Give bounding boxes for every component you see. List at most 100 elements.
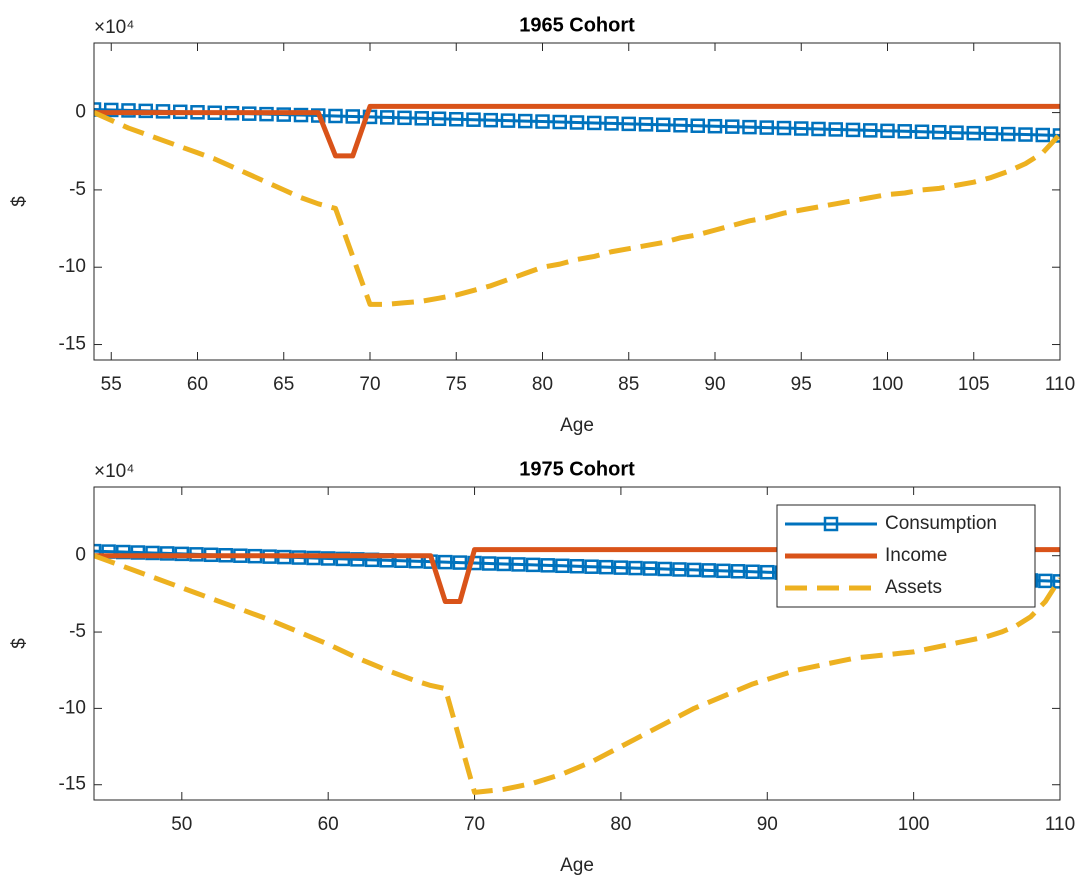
marker xyxy=(949,125,964,140)
marker xyxy=(932,124,947,140)
y-axis-label: $ xyxy=(9,638,30,649)
marker xyxy=(983,126,999,141)
marker xyxy=(555,558,570,574)
marker xyxy=(452,555,468,570)
marker xyxy=(569,558,585,574)
y-tick-label: 0 xyxy=(75,102,86,123)
marker xyxy=(760,564,775,580)
x-tick-label: 90 xyxy=(757,814,778,835)
marker xyxy=(414,111,429,126)
marker xyxy=(145,545,160,561)
chart-title: 1975 Cohort xyxy=(519,458,635,480)
y-tick-label: -15 xyxy=(59,774,86,795)
marker xyxy=(328,108,343,124)
marker xyxy=(673,118,688,133)
marker xyxy=(1001,126,1016,142)
legend-label: Consumption xyxy=(885,513,997,534)
marker xyxy=(599,559,614,575)
x-axis-label: Age xyxy=(560,415,594,436)
marker xyxy=(672,562,687,577)
plot-area xyxy=(94,43,1060,360)
marker xyxy=(104,102,119,118)
x-tick-label: 70 xyxy=(464,814,485,835)
marker xyxy=(604,116,619,131)
marker xyxy=(397,110,412,126)
legend-marker xyxy=(823,516,839,532)
y-tick-label: 0 xyxy=(75,545,86,566)
marker xyxy=(466,112,481,127)
marker xyxy=(525,557,541,573)
marker xyxy=(707,118,723,134)
axes-box xyxy=(93,486,1061,801)
x-tick-label: 100 xyxy=(898,814,930,835)
marker xyxy=(496,556,512,572)
marker xyxy=(966,125,981,141)
x-tick-label: 85 xyxy=(618,374,639,395)
marker xyxy=(657,561,673,577)
chart-title: 1965 Cohort xyxy=(519,14,635,36)
y-tick-label: -5 xyxy=(69,179,86,200)
axes-box xyxy=(93,42,1061,361)
marker xyxy=(320,551,336,566)
marker xyxy=(638,117,654,132)
marker xyxy=(130,545,146,560)
marker xyxy=(742,119,757,135)
marker xyxy=(690,118,705,133)
marker xyxy=(483,112,498,128)
x-tick-label: 70 xyxy=(359,374,380,395)
x-tick-label: 100 xyxy=(872,374,904,395)
marker xyxy=(500,113,516,128)
marker xyxy=(1052,574,1060,589)
x-tick-label: 50 xyxy=(171,814,192,835)
marker xyxy=(880,123,895,139)
marker xyxy=(552,114,567,130)
marker xyxy=(725,119,740,134)
marker xyxy=(449,111,464,127)
x-tick-label: 60 xyxy=(318,814,339,835)
marker xyxy=(716,563,731,579)
marker xyxy=(745,564,760,579)
marker xyxy=(845,122,861,138)
x-tick-label: 110 xyxy=(1045,814,1075,835)
marker xyxy=(380,110,395,125)
marker xyxy=(587,115,602,131)
y-axis-label: $ xyxy=(9,196,30,207)
marker xyxy=(311,108,326,123)
marker xyxy=(613,560,629,575)
marker xyxy=(776,120,792,136)
plot-group xyxy=(94,102,1060,307)
marker xyxy=(431,111,447,127)
marker xyxy=(863,123,878,138)
marker xyxy=(438,554,453,570)
x-tick-label: 65 xyxy=(273,374,294,395)
marker xyxy=(335,551,351,567)
marker xyxy=(1038,573,1053,589)
y-exponent: ×10⁴ xyxy=(94,461,134,482)
x-tick-label: 110 xyxy=(1045,374,1075,395)
marker xyxy=(642,561,658,576)
marker xyxy=(701,563,716,578)
y-tick-label: -10 xyxy=(59,697,86,718)
x-tick-label: 90 xyxy=(704,374,725,395)
marker xyxy=(540,558,555,573)
x-tick-label: 80 xyxy=(610,814,631,835)
marker xyxy=(1052,128,1060,143)
series-line xyxy=(94,110,1060,307)
marker xyxy=(897,124,912,139)
x-axis-label: Age xyxy=(560,855,594,876)
marker xyxy=(628,560,643,576)
x-tick-label: 60 xyxy=(187,374,208,395)
marker xyxy=(794,121,809,136)
marker xyxy=(1018,127,1033,142)
marker xyxy=(730,564,746,579)
marker xyxy=(686,562,702,578)
marker xyxy=(656,117,671,133)
x-tick-label: 80 xyxy=(532,374,553,395)
marker xyxy=(914,124,930,140)
marker xyxy=(345,109,360,124)
x-tick-label: 95 xyxy=(791,374,812,395)
marker xyxy=(759,120,774,135)
legend-label: Income xyxy=(885,545,947,566)
legend-label: Assets xyxy=(885,577,942,598)
